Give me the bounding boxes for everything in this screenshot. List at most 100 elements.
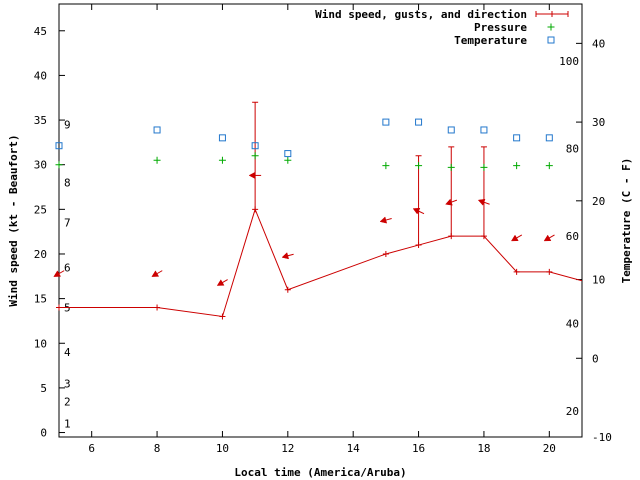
pressure-point bbox=[545, 162, 553, 170]
wind-direction-arrow bbox=[510, 234, 523, 242]
temperature-point bbox=[55, 142, 63, 150]
x-tick-label: 14 bbox=[347, 442, 361, 455]
plot-border bbox=[58, 3, 583, 438]
wind-arrow-shaft bbox=[516, 234, 523, 239]
pressure-point bbox=[251, 152, 259, 160]
legend-swatch-pressure bbox=[547, 23, 555, 31]
wind-arrow-head bbox=[510, 234, 519, 242]
beaufort-label: 2 bbox=[64, 395, 71, 408]
beaufort-label: 9 bbox=[64, 119, 71, 132]
pressure-point bbox=[218, 156, 226, 164]
wind-speed-point bbox=[284, 286, 291, 293]
fahrenheit-label: 80 bbox=[566, 142, 579, 155]
temperature-point bbox=[153, 126, 161, 134]
y-right-tick-label: 20 bbox=[592, 195, 605, 208]
legend: Wind speed, gusts, and directionPressure… bbox=[315, 8, 569, 47]
temperature-point bbox=[284, 150, 292, 158]
beaufort-label: 7 bbox=[64, 217, 71, 230]
data-marks bbox=[53, 101, 582, 320]
y-left-tick-label: 15 bbox=[34, 293, 47, 306]
pressure-point bbox=[382, 162, 390, 170]
wind-arrow-head bbox=[445, 198, 453, 206]
x-tick-label: 20 bbox=[543, 442, 556, 455]
x-tick-label: 6 bbox=[88, 442, 95, 455]
y-left-tick-label: 45 bbox=[34, 25, 47, 38]
fahrenheit-label: 20 bbox=[566, 405, 579, 418]
fahrenheit-label: 40 bbox=[566, 317, 579, 330]
y-left-tick-label: 35 bbox=[34, 114, 47, 127]
wind-speed-point bbox=[219, 313, 226, 320]
pressure-point bbox=[153, 156, 161, 164]
temperature-point bbox=[545, 134, 553, 142]
beaufort-label: 3 bbox=[64, 377, 71, 390]
wind-direction-arrow bbox=[445, 198, 458, 206]
x-tick-label: 10 bbox=[216, 442, 229, 455]
wind-direction-arrow bbox=[543, 234, 555, 242]
wind-arrow-shaft bbox=[58, 270, 65, 275]
y-right-tick-label: 30 bbox=[592, 116, 605, 129]
legend-swatch-wind-ticks bbox=[535, 11, 569, 17]
temperature-point bbox=[480, 126, 488, 134]
wind-arrow-shaft bbox=[451, 199, 458, 203]
pressure-point bbox=[55, 161, 63, 169]
wind-speed-point bbox=[56, 304, 62, 311]
y-right-tick-label: -10 bbox=[592, 431, 612, 444]
wind-gust-bar bbox=[480, 146, 487, 237]
temperature-point bbox=[513, 134, 521, 142]
temperature-point bbox=[218, 134, 226, 142]
wind-arrow-head bbox=[216, 279, 225, 286]
wind-arrow-shaft bbox=[549, 234, 555, 239]
wind-direction-arrow bbox=[216, 279, 228, 286]
temperature-point bbox=[251, 142, 259, 150]
wind-direction-arrow bbox=[477, 198, 490, 206]
wind-arrow-shaft bbox=[385, 218, 392, 221]
legend-label-pressure: Pressure bbox=[474, 21, 527, 34]
wind-speed-point bbox=[546, 268, 553, 275]
y-left-tick-label: 10 bbox=[34, 337, 47, 350]
pressure-point bbox=[513, 162, 521, 170]
y-left-tick-label: 25 bbox=[34, 203, 47, 216]
beaufort-label: 8 bbox=[64, 177, 71, 190]
fahrenheit-label: 60 bbox=[566, 230, 579, 243]
legend-swatch-temperature bbox=[547, 36, 555, 44]
legend-label-wind: Wind speed, gusts, and direction bbox=[315, 8, 527, 21]
wind-direction-arrow bbox=[151, 270, 163, 277]
wind-arrow-shaft bbox=[483, 201, 490, 205]
y-right-tick-label: 0 bbox=[592, 352, 599, 365]
y-left-tick-label: 40 bbox=[34, 69, 47, 82]
wind-direction-arrow bbox=[412, 207, 425, 215]
y-left-axis-title: Wind speed (kt - Beaufort) bbox=[7, 134, 20, 306]
wind-direction-arrow bbox=[248, 171, 262, 180]
beaufort-label: 4 bbox=[64, 346, 71, 359]
x-tick-label: 8 bbox=[154, 442, 161, 455]
y-left-tick-label: 0 bbox=[40, 427, 47, 440]
wind-arrow-head bbox=[477, 198, 486, 206]
plot-area bbox=[58, 3, 583, 438]
y-left-tick-label: 30 bbox=[34, 159, 47, 172]
beaufort-label: 6 bbox=[64, 261, 71, 274]
wind-arrow-head bbox=[53, 270, 62, 277]
wind-arrow-shaft bbox=[418, 210, 425, 215]
x-axis-title: Local time (America/Aruba) bbox=[234, 466, 406, 479]
wind-arrow-head bbox=[543, 234, 552, 242]
y-right-tick-label: 40 bbox=[592, 37, 605, 50]
wind-speed-point bbox=[154, 304, 161, 311]
temperature-point bbox=[447, 126, 455, 134]
wind-direction-arrow bbox=[281, 252, 294, 260]
wind-arrow-head bbox=[412, 207, 421, 215]
wind-arrow-shaft bbox=[222, 279, 228, 283]
wind-arrow-shaft bbox=[156, 270, 163, 275]
wind-speed-point bbox=[382, 250, 389, 257]
wind-arrow-head bbox=[379, 216, 388, 224]
x-tick-label: 16 bbox=[412, 442, 425, 455]
y-right-tick-label: 10 bbox=[592, 274, 605, 287]
wind-direction-arrow bbox=[53, 270, 65, 277]
y-left-tick-label: 20 bbox=[34, 248, 47, 261]
y-left-tick-label: 5 bbox=[40, 382, 47, 395]
pressure-point bbox=[284, 156, 292, 164]
beaufort-label: 1 bbox=[64, 418, 71, 431]
temperature-point bbox=[382, 118, 390, 126]
fahrenheit-label: 100 bbox=[559, 55, 579, 68]
pressure-point bbox=[480, 163, 488, 171]
axes: 6 8 10 12 14 16 18 20051015202530354045-1001020… bbox=[7, 4, 633, 479]
